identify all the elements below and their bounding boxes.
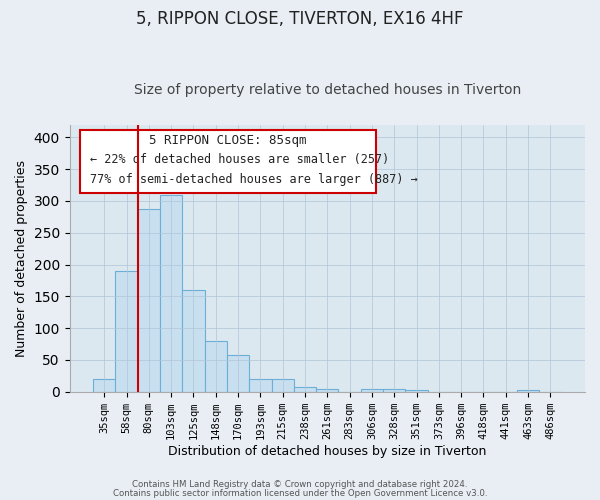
- Bar: [227, 355, 249, 392]
- Bar: [272, 379, 294, 392]
- Bar: [115, 271, 137, 392]
- Bar: [406, 390, 428, 392]
- Bar: [249, 379, 272, 392]
- Bar: [93, 379, 115, 392]
- Bar: [294, 386, 316, 392]
- Bar: [316, 388, 338, 392]
- Text: 77% of semi-detached houses are larger (887) →: 77% of semi-detached houses are larger (…: [90, 172, 418, 186]
- Bar: [383, 389, 406, 392]
- Text: 5, RIPPON CLOSE, TIVERTON, EX16 4HF: 5, RIPPON CLOSE, TIVERTON, EX16 4HF: [136, 10, 464, 28]
- Y-axis label: Number of detached properties: Number of detached properties: [15, 160, 28, 356]
- Bar: [205, 341, 227, 392]
- Bar: [361, 388, 383, 392]
- Bar: [517, 390, 539, 392]
- Text: Contains public sector information licensed under the Open Government Licence v3: Contains public sector information licen…: [113, 489, 487, 498]
- Title: Size of property relative to detached houses in Tiverton: Size of property relative to detached ho…: [134, 83, 521, 97]
- Text: ← 22% of detached houses are smaller (257): ← 22% of detached houses are smaller (25…: [90, 152, 389, 166]
- FancyBboxPatch shape: [80, 130, 376, 192]
- Text: Contains HM Land Registry data © Crown copyright and database right 2024.: Contains HM Land Registry data © Crown c…: [132, 480, 468, 489]
- X-axis label: Distribution of detached houses by size in Tiverton: Distribution of detached houses by size …: [168, 444, 487, 458]
- Bar: [182, 290, 205, 392]
- Bar: [137, 208, 160, 392]
- Bar: [160, 194, 182, 392]
- Text: 5 RIPPON CLOSE: 85sqm: 5 RIPPON CLOSE: 85sqm: [149, 134, 307, 147]
